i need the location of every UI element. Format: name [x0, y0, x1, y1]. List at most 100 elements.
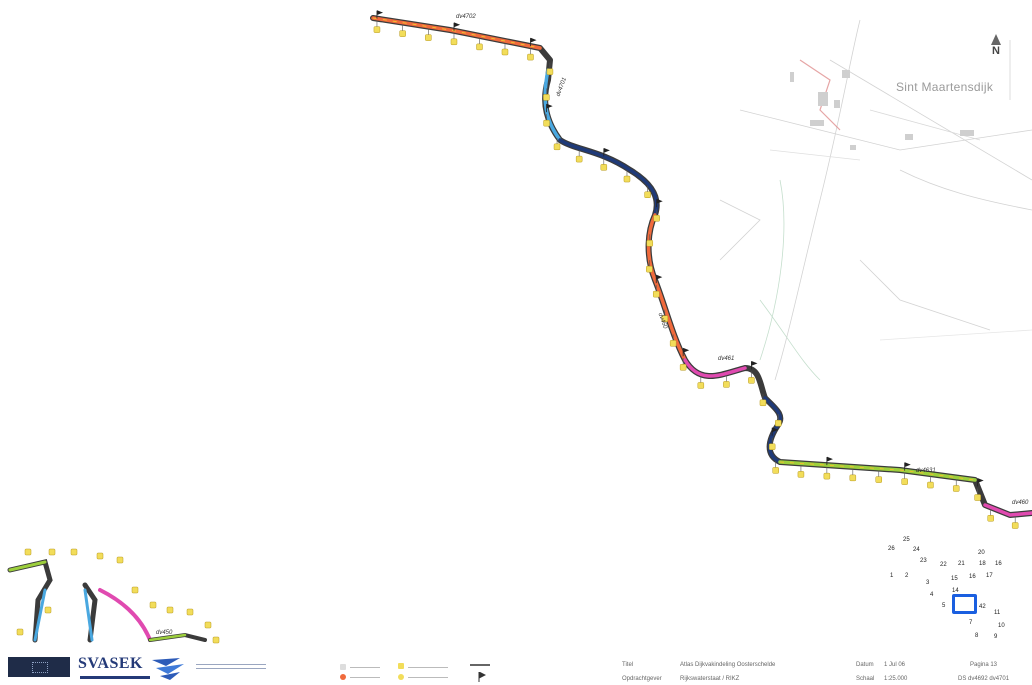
- index-number[interactable]: 17: [986, 573, 993, 579]
- marker-icon[interactable]: [974, 494, 981, 501]
- marker-icon[interactable]: [131, 586, 139, 594]
- marker-icon[interactable]: [952, 485, 960, 492]
- marker-icon[interactable]: [823, 472, 831, 480]
- flag-icon: [530, 37, 537, 47]
- marker-icon[interactable]: [797, 471, 805, 478]
- marker-icon[interactable]: [70, 548, 78, 556]
- index-number[interactable]: 10: [998, 623, 1005, 629]
- index-number[interactable]: 42: [979, 604, 986, 610]
- marker-icon[interactable]: [116, 556, 124, 564]
- index-number[interactable]: 14: [952, 588, 959, 594]
- north-label: N: [992, 45, 1000, 57]
- legend-line: [350, 677, 380, 678]
- marker-icon[interactable]: [16, 628, 24, 636]
- marker-icon[interactable]: [44, 606, 52, 614]
- index-number[interactable]: 5: [942, 603, 946, 609]
- marker-icon[interactable]: [768, 443, 776, 450]
- flag-icon: [904, 462, 911, 471]
- flag-icon: [376, 10, 384, 19]
- index-number[interactable]: 1: [890, 573, 894, 579]
- marker-icon[interactable]: [653, 215, 660, 222]
- index-number[interactable]: 16: [969, 574, 976, 580]
- marker-icon[interactable]: [24, 548, 32, 556]
- index-number[interactable]: 24: [913, 547, 920, 553]
- legend-line: [408, 667, 448, 668]
- marker-icon[interactable]: [644, 191, 651, 198]
- marker-icon[interactable]: [901, 478, 908, 485]
- index-number[interactable]: 9: [994, 634, 998, 640]
- schaal-label: Schaal: [856, 676, 875, 682]
- marker-icon[interactable]: [646, 240, 654, 247]
- marker-icon[interactable]: [759, 399, 767, 407]
- index-number[interactable]: 25: [903, 537, 910, 543]
- marker-icon[interactable]: [204, 621, 212, 629]
- index-number[interactable]: 4: [930, 592, 934, 598]
- legend-line: [408, 677, 448, 678]
- marker-icon[interactable]: [450, 38, 458, 46]
- marker-icon[interactable]: [875, 476, 883, 483]
- marker-icon[interactable]: [149, 601, 157, 609]
- marker-icon[interactable]: [543, 119, 550, 127]
- marker-icon[interactable]: [425, 34, 432, 41]
- legend-line: [350, 667, 380, 668]
- marker-icon[interactable]: [623, 175, 631, 183]
- index-map-highlight[interactable]: [952, 594, 977, 614]
- index-number[interactable]: 16: [995, 561, 1002, 567]
- index-number[interactable]: 3: [926, 580, 930, 586]
- wave-logo-icon: [152, 658, 184, 680]
- segment-label[interactable]: dv450: [156, 630, 173, 636]
- marker-icon[interactable]: [849, 474, 857, 482]
- index-number[interactable]: 26: [888, 546, 895, 552]
- marker-icon[interactable]: [679, 364, 687, 371]
- marker-icon[interactable]: [527, 53, 534, 61]
- marker-icon[interactable]: [476, 43, 483, 51]
- marker-icon[interactable]: [1011, 522, 1019, 529]
- marker-icon[interactable]: [697, 382, 705, 389]
- marker-icon[interactable]: [543, 94, 550, 101]
- marker-icon[interactable]: [48, 548, 56, 556]
- marker-icon[interactable]: [772, 467, 779, 474]
- index-number[interactable]: 2: [905, 573, 909, 579]
- index-number[interactable]: 7: [969, 620, 973, 626]
- index-number[interactable]: 21: [958, 561, 965, 567]
- marker-icon[interactable]: [652, 290, 660, 298]
- marker-icon[interactable]: [748, 377, 755, 384]
- marker-icon[interactable]: [927, 481, 934, 489]
- marker-icon[interactable]: [646, 265, 653, 273]
- marker-icon[interactable]: [987, 515, 994, 522]
- marker-icon[interactable]: [96, 552, 104, 560]
- flag-icon: [603, 147, 610, 157]
- segment-label[interactable]: dv4702: [456, 14, 476, 20]
- segment-label[interactable]: dv461: [718, 356, 735, 362]
- opdrachtgever-label: Opdrachtgever: [622, 676, 662, 682]
- index-number[interactable]: 23: [920, 558, 927, 564]
- index-number[interactable]: 11: [994, 610, 1001, 616]
- index-number[interactable]: 20: [978, 550, 985, 556]
- segment-label[interactable]: dv4631: [916, 468, 936, 474]
- flag-icon: [656, 198, 663, 208]
- marker-icon[interactable]: [669, 340, 677, 347]
- flag-icon: [682, 347, 690, 357]
- marker-icon[interactable]: [775, 419, 782, 427]
- segment-label[interactable]: dv460: [1012, 500, 1029, 506]
- marker-icon[interactable]: [166, 606, 174, 614]
- index-number[interactable]: 18: [979, 561, 986, 567]
- marker-icon[interactable]: [501, 48, 509, 56]
- index-number[interactable]: 22: [940, 562, 947, 568]
- flag-icon: [453, 22, 461, 31]
- marker-icon[interactable]: [575, 155, 583, 163]
- marker-icon[interactable]: [212, 636, 220, 644]
- dike-route-lower-left[interactable]: [7, 559, 207, 643]
- index-number[interactable]: 15: [951, 576, 958, 582]
- marker-icon[interactable]: [600, 164, 608, 171]
- datum-value: 1 Jul 06: [884, 662, 906, 668]
- marker-icon[interactable]: [186, 608, 194, 616]
- marker-icon[interactable]: [546, 68, 554, 75]
- marker-icon[interactable]: [553, 143, 561, 151]
- marker-icon[interactable]: [399, 30, 406, 37]
- marker-icon[interactable]: [723, 381, 730, 388]
- marker-icon[interactable]: [373, 26, 381, 33]
- index-number[interactable]: 8: [975, 633, 979, 639]
- drawing-code: DS dv4692 dv4701: [958, 676, 1010, 682]
